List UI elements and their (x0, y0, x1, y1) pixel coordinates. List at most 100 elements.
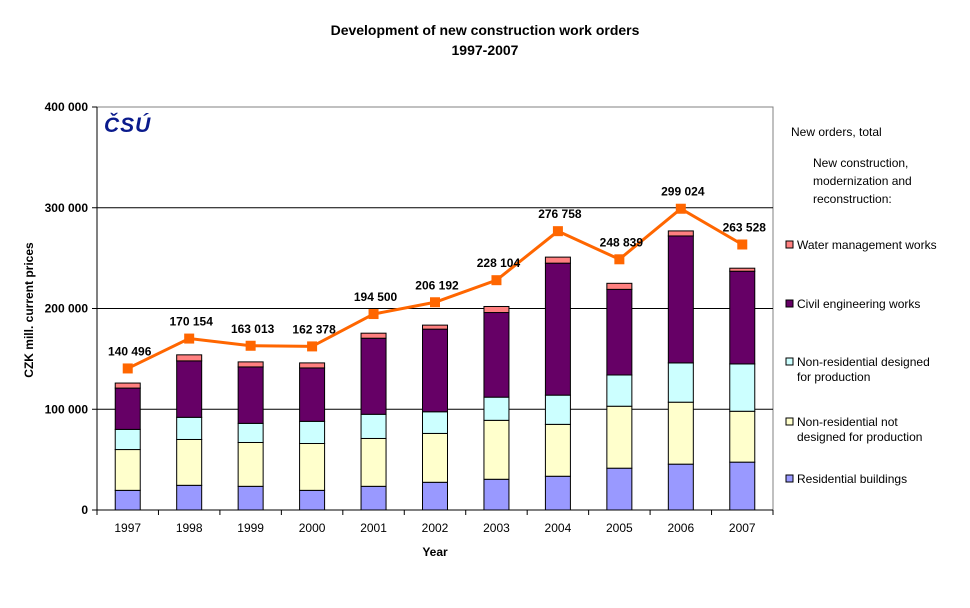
data-label: 299 024 (661, 185, 705, 199)
bar-segment (729, 270, 756, 365)
y-tick-label: 0 (81, 503, 88, 517)
line-marker (184, 333, 195, 344)
bar-segment (114, 382, 141, 389)
legend-swatch (785, 357, 794, 366)
bar-segment (176, 354, 203, 362)
y-tick-label: 300 000 (45, 201, 89, 215)
line-marker (552, 226, 563, 237)
y-axis-title: CZK mill. current prices (22, 242, 36, 378)
legend-swatch (785, 240, 794, 249)
x-tick-label: 1997 (114, 521, 141, 535)
bar-segment (299, 443, 326, 491)
x-tick-label: 2006 (667, 521, 694, 535)
x-axis-title: Year (422, 545, 448, 559)
line-marker (675, 203, 686, 214)
legend-heading: New construction, modernization and reco… (813, 156, 915, 206)
legend-item: Non-residential designed for production (797, 355, 930, 384)
bar-segment (667, 401, 694, 465)
line-marker (245, 340, 256, 351)
bars (114, 230, 756, 511)
x-tick-label: 2003 (483, 521, 510, 535)
x-tick-label: 2002 (422, 521, 449, 535)
bar-segment (544, 475, 571, 511)
bar-segment (422, 411, 448, 434)
data-label: 170 154 (169, 315, 213, 329)
bar-segment (114, 428, 141, 451)
total-line: 140 496 170 154 163 013 162 378 194 500 206 1… (108, 185, 766, 374)
line-marker (368, 309, 379, 320)
bar-segment (422, 324, 448, 330)
bar-segment (544, 394, 571, 425)
x-tick-label: 1999 (237, 521, 264, 535)
bar-segment (667, 362, 694, 403)
bar-segment (114, 449, 141, 491)
data-label: 276 758 (538, 207, 582, 221)
y-tick-label: 400 000 (45, 100, 89, 114)
axes: 0 100 000 200 000 300 000 400 000 1997 1998 199… (45, 100, 774, 535)
bar-segment (667, 463, 694, 511)
bar-segment (422, 432, 448, 483)
bar-segment (729, 267, 756, 272)
legend-item-total: New orders, total (791, 125, 882, 139)
bar-segment (299, 362, 326, 369)
bar-segment (114, 489, 141, 511)
bar-segment (483, 312, 510, 398)
bar-segment (176, 416, 203, 440)
bar-segment (299, 489, 326, 511)
line-marker (122, 363, 133, 374)
bar-segment (114, 387, 141, 430)
x-tick-label: 1998 (176, 521, 203, 535)
x-tick-label: 2005 (606, 521, 633, 535)
bar-segment (483, 419, 510, 480)
bar-segment (606, 282, 633, 290)
legend-swatch (785, 417, 794, 426)
bar-segment (237, 361, 264, 368)
bar-segment (360, 337, 387, 415)
bar-segment (176, 360, 203, 418)
bar-segment (606, 467, 633, 511)
legend-item: Civil engineering works (797, 297, 920, 311)
line-marker (614, 254, 625, 265)
legend-item: Residential buildings (797, 472, 907, 486)
x-tick-label: 2004 (545, 521, 572, 535)
line-marker (430, 297, 440, 308)
bar-segment (360, 413, 387, 439)
bar-segment (422, 328, 448, 413)
data-label: 206 192 (415, 278, 459, 292)
bar-segment (606, 374, 633, 407)
data-label: 248 839 (600, 235, 644, 249)
bar-segment (237, 485, 264, 511)
bar-segment (729, 410, 756, 463)
data-label: 162 378 (292, 322, 336, 336)
x-tick-label: 2007 (729, 521, 756, 535)
bar-segment (176, 438, 203, 486)
legend-item: Water management works (797, 238, 937, 252)
data-label: 263 528 (723, 220, 767, 234)
legend-swatch (785, 299, 794, 308)
bar-segment (606, 288, 633, 376)
bar-segment (544, 256, 571, 264)
data-label: 194 500 (354, 290, 398, 304)
bar-segment (176, 484, 203, 511)
legend-item: Non-residential not designed for producti… (797, 415, 922, 444)
bar-segment (237, 441, 264, 487)
data-label: 140 496 (108, 344, 152, 358)
line-marker (737, 239, 748, 250)
legend: New orders, total New construction, mode… (785, 125, 937, 486)
y-tick-label: 100 000 (45, 402, 89, 416)
data-label: 228 104 (477, 256, 521, 270)
bar-segment (729, 363, 756, 412)
bar-segment (237, 366, 264, 424)
bar-segment (237, 422, 264, 443)
logo-csu: ČSÚ (104, 113, 151, 137)
bar-segment (360, 485, 387, 511)
line-marker (491, 275, 502, 286)
bar-segment (422, 481, 448, 511)
x-tick-label: 2001 (360, 521, 387, 535)
bar-segment (360, 437, 387, 487)
chart-subtitle: 1997-2007 (452, 42, 519, 58)
data-label: 163 013 (231, 322, 275, 336)
line-marker (307, 341, 318, 352)
bar-segment (483, 478, 510, 511)
